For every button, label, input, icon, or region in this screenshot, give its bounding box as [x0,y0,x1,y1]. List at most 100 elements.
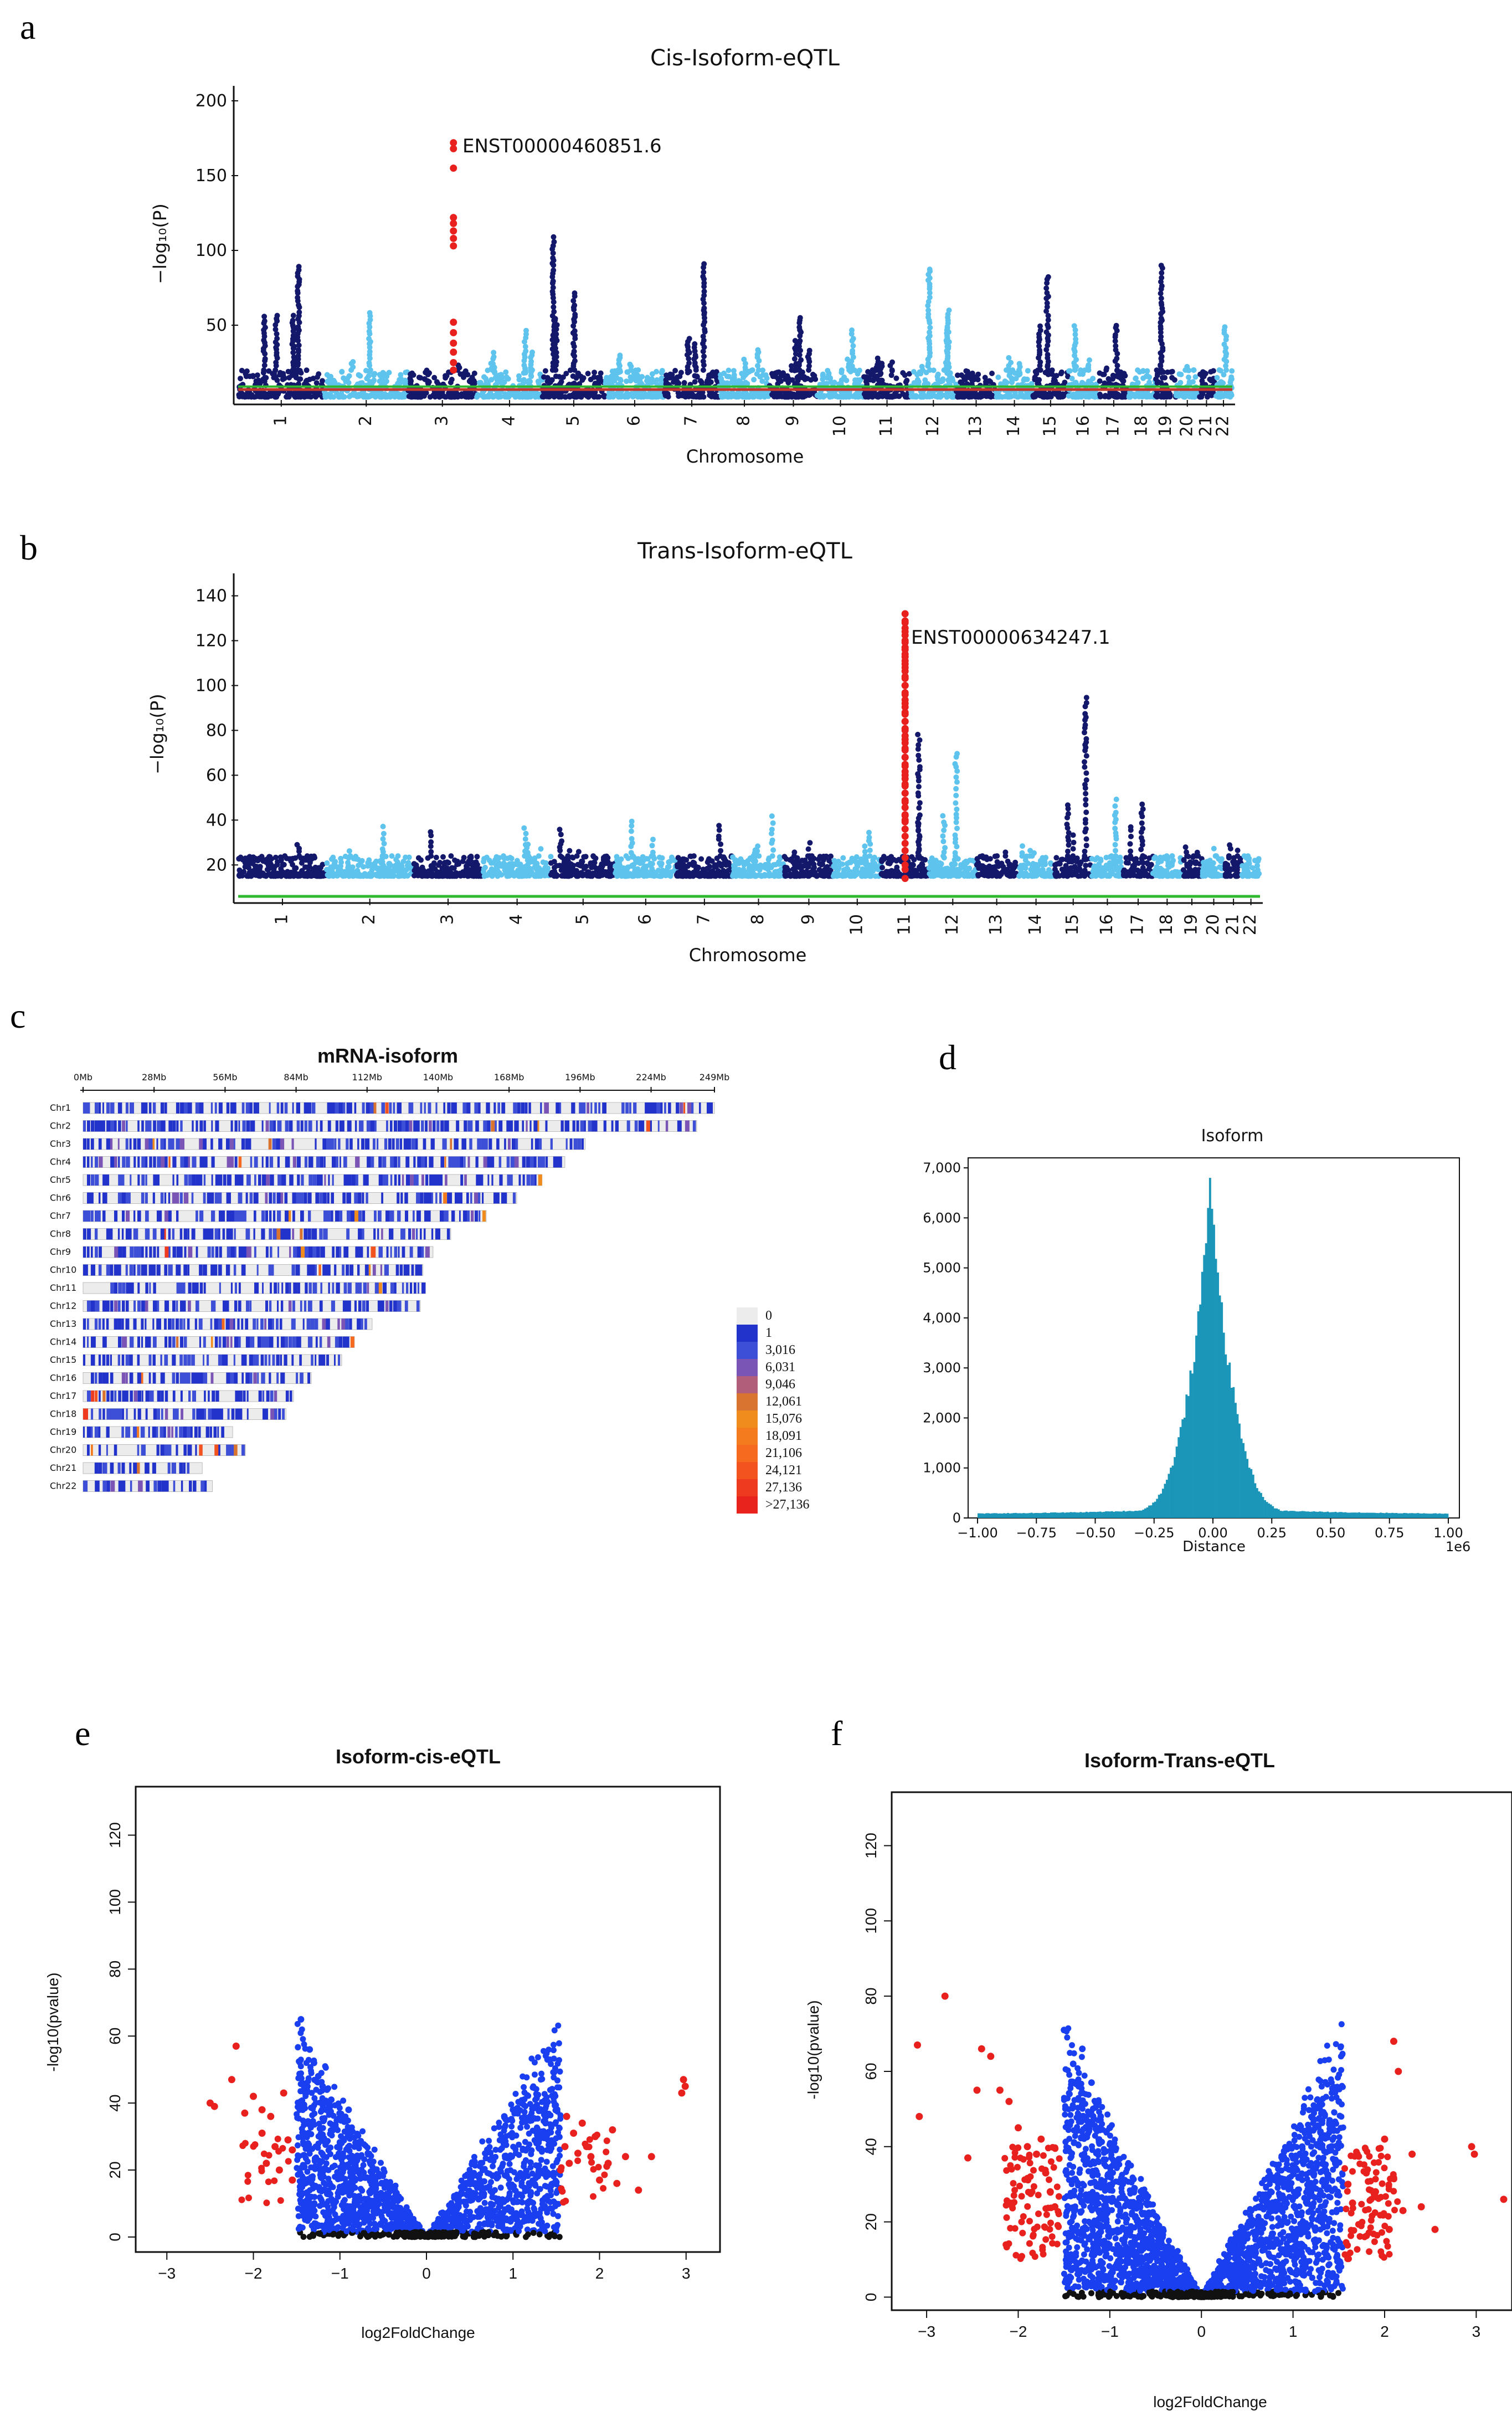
snp-point [557,827,563,833]
snp-point [792,338,798,343]
snp-point [571,348,577,355]
snp-point [952,850,958,856]
snp-point [754,863,760,869]
snp-point [454,861,460,868]
snp-point [423,390,429,396]
snp-point [916,752,922,758]
snp-point [871,854,877,860]
snp-point [284,394,290,400]
snp-point [347,393,352,399]
snp-point [1045,362,1051,368]
snp-point [856,367,862,373]
snp-point [558,832,564,838]
snp-point [272,326,279,332]
snp-point [917,800,923,806]
snp-point [940,833,946,839]
snp-point [824,864,830,870]
snp-point [389,853,395,859]
snp-point [941,819,947,825]
x-tick-label: 3 [432,416,451,426]
snp-point [1032,368,1038,375]
snp-point [572,393,578,399]
snp-point [1114,356,1120,361]
snp-point [535,378,541,384]
highlight-point [450,366,457,374]
snp-point [917,764,923,770]
snp-point [421,868,426,874]
snp-point [427,868,433,874]
snp-point [517,873,523,879]
snp-point [745,858,751,864]
snp-point [266,865,272,871]
snp-point [280,371,286,377]
snp-point [609,373,615,379]
snp-point [1208,369,1214,375]
snp-point [627,361,633,367]
snp-point [240,857,246,863]
snp-point [799,873,805,879]
snp-point [700,348,706,355]
snp-point [538,846,544,852]
snp-point [376,869,382,875]
snp-point [1008,360,1014,366]
x-tick-label: 2 [356,416,376,426]
snp-point [274,312,280,319]
snp-point [942,845,948,851]
snp-point [713,864,719,870]
snp-point [941,827,947,833]
snp-point [409,370,415,376]
snp-point [550,285,556,291]
snp-point [722,870,728,876]
snp-point [781,854,788,860]
snp-point [552,353,558,360]
snp-point [1006,355,1012,361]
snp-point [244,368,250,374]
snp-point [628,828,634,834]
snp-point [764,375,770,381]
highlight-point [450,339,457,347]
snp-point [261,318,268,324]
snp-point [617,352,623,358]
snp-point [1080,371,1086,377]
snp-point [1009,378,1015,384]
snp-point [954,866,960,873]
snp-point [304,870,310,876]
snp-point [676,393,682,399]
snp-point [672,368,678,373]
snp-point [770,847,776,853]
snp-point [305,393,311,399]
snp-point [295,367,301,373]
snp-point [718,848,724,854]
snp-point [572,328,578,334]
snp-point [903,392,909,398]
snp-point [1169,375,1175,381]
snp-point [274,336,280,341]
chromosome-3-points [411,829,486,879]
snp-point [488,860,494,866]
snp-point [880,865,885,870]
snp-point [917,812,923,818]
snp-point [731,863,737,869]
snp-point [806,347,812,353]
snp-point [953,774,959,780]
snp-point [729,376,736,382]
snp-point [457,371,464,377]
chromosome-12-points [926,751,979,879]
snp-point [868,392,875,397]
snp-point [249,856,255,862]
snp-point [295,295,301,301]
snp-point [346,379,352,386]
snp-point [392,863,398,869]
snp-point [916,827,922,833]
snp-point [737,393,743,399]
snp-point [666,864,672,870]
snp-point [484,854,490,860]
snp-point [919,363,925,370]
snp-point [402,873,407,879]
snp-point [1097,394,1103,399]
snp-point [1043,285,1050,291]
snp-point [505,376,511,382]
x-tick-label: 17 [1103,416,1123,437]
snp-point [845,356,851,362]
snp-point [958,379,964,385]
